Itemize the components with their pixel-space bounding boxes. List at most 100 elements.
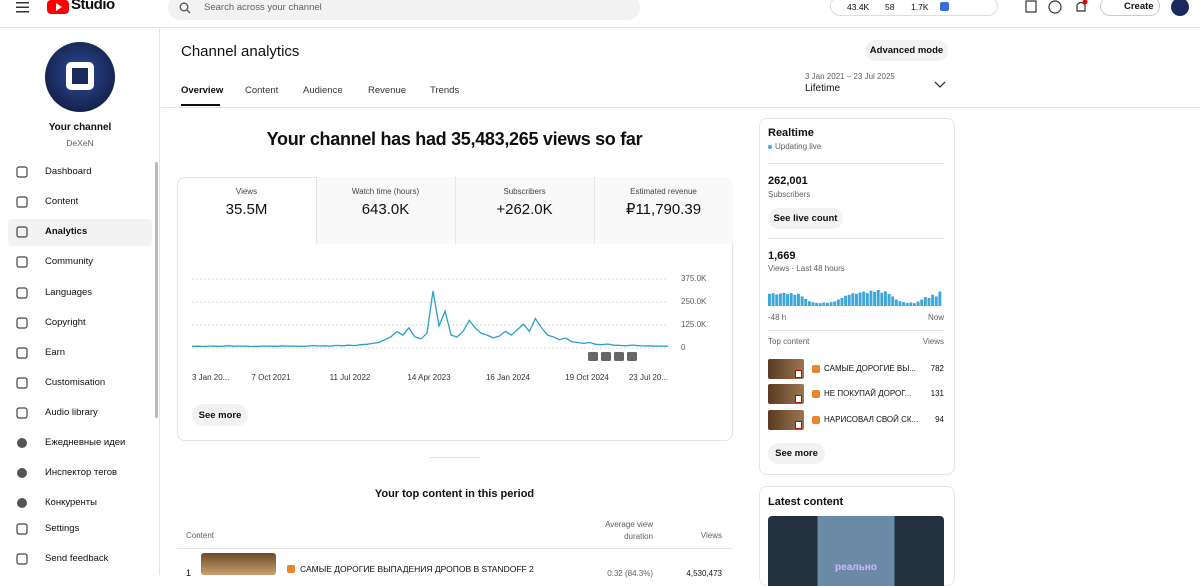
header-divider [161, 107, 1200, 108]
header-icons[interactable] [1022, 0, 1092, 16]
metric-tab-bg[interactable] [455, 177, 594, 244]
realtime-views-label: Views · Last 48 hours [768, 264, 845, 273]
date-range: 3 Jan 2021 – 23 Jul 2025 [805, 72, 895, 81]
latest-title: Latest content [768, 496, 844, 508]
subscriber-label: Subscribers [768, 190, 811, 199]
channel-label: Your channel [48, 122, 112, 133]
item-views: 131 [930, 389, 944, 398]
x-tick-label: 3 Jan 20... [192, 373, 230, 382]
tab[interactable]: Audience [303, 85, 343, 96]
sidebar [0, 29, 160, 575]
create-button[interactable] [1100, 0, 1160, 16]
tab[interactable]: Revenue [368, 85, 407, 96]
row-title[interactable]: САМЫЕ ДОРОГИЕ ВЫПАДЕНИЯ ДРОПОВ В STANDOF… [300, 564, 534, 574]
item-badge [795, 395, 802, 403]
metric-label[interactable]: Views [235, 187, 258, 196]
y-tick-label: 125.0K [681, 320, 707, 329]
x-tick-label: 14 Apr 2023 [407, 373, 451, 382]
views-column: Views [922, 337, 944, 346]
item-title[interactable]: САМЫЕ ДОРОГИЕ ВЫ... [824, 364, 916, 373]
nav-item[interactable]: Send feedback [45, 553, 109, 564]
metric-value[interactable]: +262.0K [496, 201, 553, 218]
nav-highlight [8, 219, 152, 246]
emoji-icon [812, 416, 820, 424]
channel-name: DeXeN [66, 138, 94, 148]
item-title[interactable]: НЕ ПОКУПАЙ ДОРОГ... [824, 389, 912, 398]
divider [768, 330, 944, 331]
nav-item[interactable]: Audio library [45, 407, 98, 418]
metric-tab-bg[interactable] [594, 177, 733, 244]
nav-item[interactable]: Settings [45, 523, 80, 534]
see-more-button[interactable]: See more [192, 404, 248, 426]
nav-item[interactable]: Ежедневные идеи [45, 437, 126, 448]
logo-icon[interactable] [47, 0, 69, 14]
metric-label[interactable]: Watch time (hours) [351, 187, 420, 196]
x-tick-label: 11 Jul 2022 [329, 373, 371, 382]
nav-item[interactable]: Languages [45, 287, 93, 298]
nav-item[interactable]: Customisation [45, 377, 106, 388]
nav-item[interactable]: Content [45, 196, 79, 207]
item-views: 94 [935, 415, 944, 424]
live-count-button[interactable]: See live count [768, 208, 843, 229]
section-divider [430, 457, 480, 458]
create-label[interactable]: Create [1124, 1, 1154, 12]
search-icon [179, 2, 191, 14]
tab[interactable]: Trends [430, 85, 460, 96]
item-title[interactable]: НАРИСОВАЛ СВОЙ СК... [824, 415, 919, 424]
x-tick-label: 16 Jan 2024 [485, 373, 531, 382]
latest-thumbnail[interactable] [768, 516, 944, 586]
subscriber-count: 262,001 [768, 175, 808, 187]
metric-value[interactable]: 35.5M [225, 201, 268, 218]
search-box[interactable] [168, 0, 640, 20]
nav-item[interactable]: Dashboard [45, 166, 92, 177]
y-tick-label: 0 [681, 343, 686, 352]
stat: 43.4K [847, 2, 870, 12]
metric-value[interactable]: ₽11,790.39 [625, 201, 702, 218]
tab-underline [181, 104, 220, 106]
scrollbar [155, 162, 158, 418]
chevron[interactable] [934, 81, 946, 89]
nav-item[interactable]: Community [45, 256, 94, 267]
top-content-label: Top content [768, 337, 810, 346]
divider [768, 238, 944, 239]
logo-text[interactable]: Studio [71, 0, 115, 13]
column-header: Content [186, 531, 215, 540]
nav-item[interactable]: Инспектор тегов [45, 467, 118, 478]
metric-value[interactable]: 643.0K [361, 201, 410, 218]
nav-item[interactable]: Copyright [45, 317, 86, 328]
realtime-title: Realtime [768, 127, 814, 139]
emoji-icon [812, 365, 820, 373]
stats-pill[interactable] [830, 0, 998, 16]
thumbnail-text: реально [835, 562, 877, 573]
avatar-small[interactable] [1171, 0, 1189, 16]
ext-icon[interactable] [940, 2, 949, 11]
metric-label[interactable]: Estimated revenue [630, 187, 697, 196]
see-more-button[interactable]: See more [768, 443, 825, 464]
live-dot [768, 145, 772, 149]
emoji-icon [812, 390, 820, 398]
stat: 1.7K [911, 2, 929, 12]
column-header: Views [700, 531, 722, 540]
row-duration: 0:32 (84.3%) [607, 569, 653, 578]
realtime-status: Updating live [775, 142, 822, 151]
y-tick-label: 375.0K [681, 274, 707, 283]
x-tick-label: 23 Jul 20... [628, 373, 668, 382]
divider [768, 163, 944, 164]
tab[interactable]: Overview [181, 85, 224, 96]
nav-item[interactable]: Analytics [45, 226, 88, 237]
nav-item[interactable]: Earn [45, 347, 66, 358]
headline: Your channel has had 35,483,265 views so… [266, 129, 643, 149]
x-tick-label: 7 Oct 2021 [251, 373, 291, 382]
row-thumbnail[interactable] [201, 553, 276, 575]
tab[interactable]: Content [245, 85, 279, 96]
item-badge [795, 421, 802, 429]
advanced-mode-button[interactable]: Advanced mode [865, 40, 948, 61]
nav-item[interactable]: Конкуренты [45, 497, 97, 508]
metric-label[interactable]: Subscribers [503, 187, 546, 196]
metric-tab-bg[interactable] [316, 177, 455, 244]
row-rank: 1 [186, 568, 192, 578]
avatar-logo-inner [72, 68, 88, 84]
menu-icon[interactable] [16, 1, 30, 13]
item-badge [795, 370, 802, 378]
period[interactable]: Lifetime [805, 83, 841, 94]
